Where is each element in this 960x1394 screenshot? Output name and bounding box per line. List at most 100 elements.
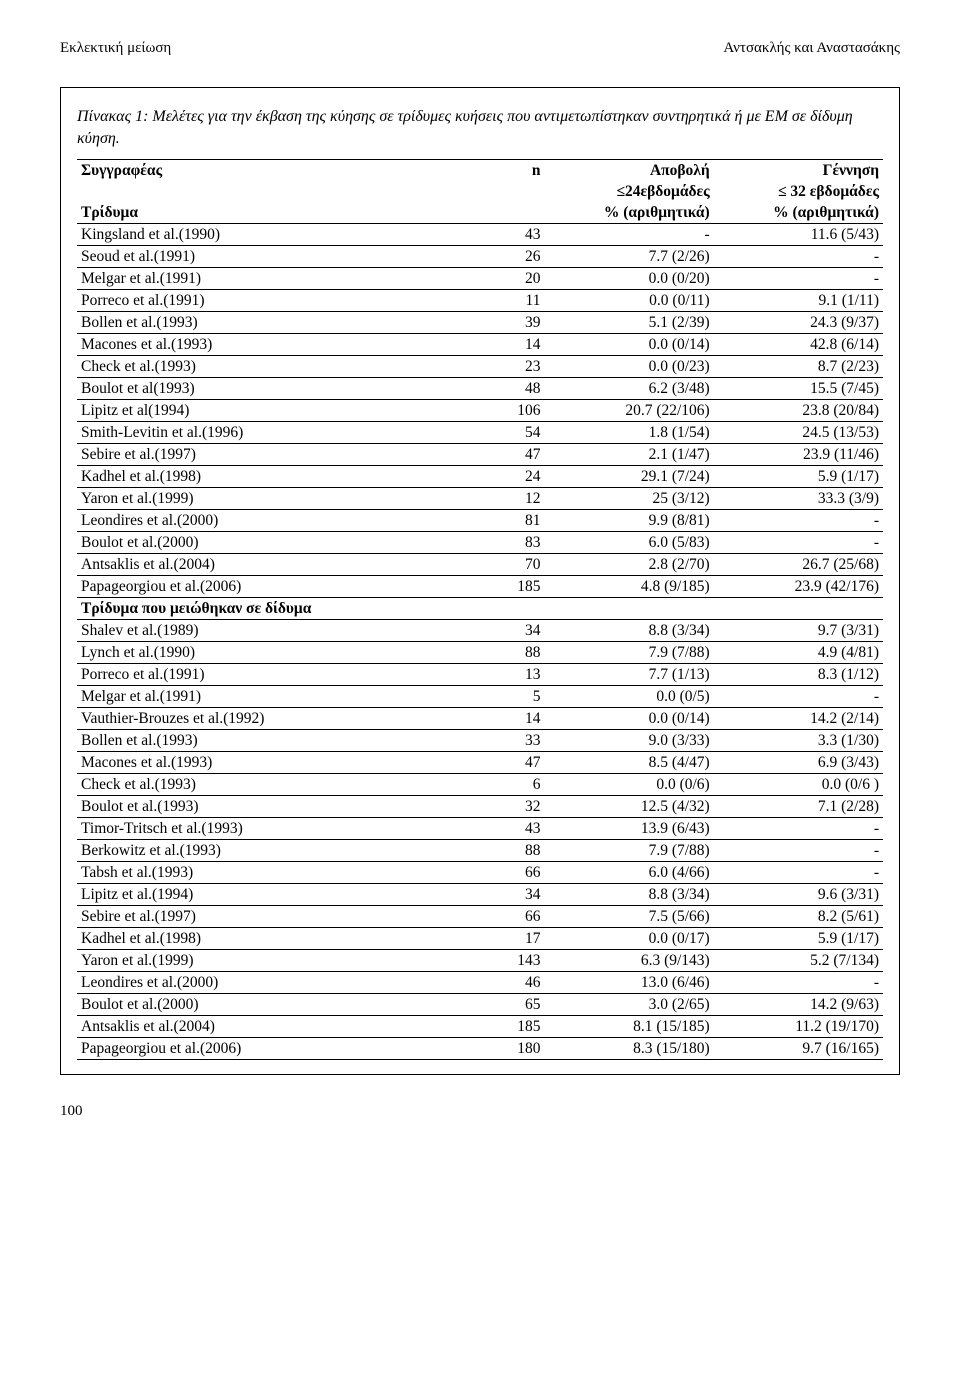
cell-birth: 4.9 (4/81) <box>714 642 883 664</box>
table-row: Timor-Tritsch et al.(1993)4313.9 (6/43)- <box>77 818 883 840</box>
table-row: Shalev et al.(1989)348.8 (3/34)9.7 (3/31… <box>77 620 883 642</box>
cell-author: Boulot et al.(1993) <box>77 796 464 818</box>
cell-author: Macones et al.(1993) <box>77 334 464 356</box>
cell-author: Melgar et al.(1991) <box>77 686 464 708</box>
cell-birth: 7.1 (2/28) <box>714 796 883 818</box>
header-col-a-unit: % (αριθμητικά) <box>544 202 713 224</box>
cell-abort: 0.0 (0/11) <box>544 290 713 312</box>
cell-birth: 26.7 (25/68) <box>714 554 883 576</box>
cell-n: 185 <box>464 576 545 598</box>
cell-abort: 9.0 (3/33) <box>544 730 713 752</box>
cell-abort: 12.5 (4/32) <box>544 796 713 818</box>
cell-birth: 9.7 (16/165) <box>714 1038 883 1060</box>
cell-abort: 8.8 (3/34) <box>544 884 713 906</box>
cell-n: 34 <box>464 620 545 642</box>
table-container: Πίνακας 1: Μελέτες για την έκβαση της κύ… <box>60 87 900 1075</box>
cell-abort: 4.8 (9/185) <box>544 576 713 598</box>
cell-birth: 5.2 (7/134) <box>714 950 883 972</box>
cell-abort: 2.1 (1/47) <box>544 444 713 466</box>
cell-birth: 11.6 (5/43) <box>714 224 883 246</box>
header-row-3: Τρίδυμα % (αριθμητικά) % (αριθμητικά) <box>77 202 883 224</box>
cell-abort: 20.7 (22/106) <box>544 400 713 422</box>
table-row: Tabsh et al.(1993)666.0 (4/66)- <box>77 862 883 884</box>
cell-abort: 6.0 (4/66) <box>544 862 713 884</box>
cell-n: 43 <box>464 818 545 840</box>
cell-abort: 8.3 (15/180) <box>544 1038 713 1060</box>
cell-n: 143 <box>464 950 545 972</box>
cell-author: Lynch et al.(1990) <box>77 642 464 664</box>
cell-abort: 8.1 (15/185) <box>544 1016 713 1038</box>
cell-author: Yaron et al.(1999) <box>77 950 464 972</box>
cell-birth: 14.2 (9/63) <box>714 994 883 1016</box>
cell-abort: 7.9 (7/88) <box>544 840 713 862</box>
cell-author: Leondires et al.(2000) <box>77 510 464 532</box>
cell-birth: 9.6 (3/31) <box>714 884 883 906</box>
header-section-label: Τρίδυμα <box>77 202 464 224</box>
running-head: Εκλεκτική μείωση Αντσακλής και Αναστασάκ… <box>60 40 900 57</box>
cell-abort: 6.2 (3/48) <box>544 378 713 400</box>
cell-n: 43 <box>464 224 545 246</box>
table-row: Yaron et al.(1999)1436.3 (9/143)5.2 (7/1… <box>77 950 883 972</box>
cell-n: 14 <box>464 708 545 730</box>
table-row: Kadhel et al.(1998)170.0 (0/17)5.9 (1/17… <box>77 928 883 950</box>
cell-birth: 8.7 (2/23) <box>714 356 883 378</box>
cell-n: 20 <box>464 268 545 290</box>
cell-birth: 15.5 (7/45) <box>714 378 883 400</box>
cell-n: 33 <box>464 730 545 752</box>
cell-abort: 2.8 (2/70) <box>544 554 713 576</box>
cell-birth: 24.5 (13/53) <box>714 422 883 444</box>
cell-n: 39 <box>464 312 545 334</box>
cell-author: Tabsh et al.(1993) <box>77 862 464 884</box>
cell-author: Seoud et al.(1991) <box>77 246 464 268</box>
cell-abort: 0.0 (0/6) <box>544 774 713 796</box>
table-row: Boulot et al.(2000)653.0 (2/65)14.2 (9/6… <box>77 994 883 1016</box>
table-row: Kadhel et al.(1998)2429.1 (7/24)5.9 (1/1… <box>77 466 883 488</box>
cell-author: Porreco et al.(1991) <box>77 290 464 312</box>
cell-author: Shalev et al.(1989) <box>77 620 464 642</box>
cell-birth: - <box>714 818 883 840</box>
cell-n: 17 <box>464 928 545 950</box>
cell-birth: 14.2 (2/14) <box>714 708 883 730</box>
table-row: Lipitz et al(1994)10620.7 (22/106)23.8 (… <box>77 400 883 422</box>
table-row: Boulot et al(1993)486.2 (3/48)15.5 (7/45… <box>77 378 883 400</box>
cell-author: Boulot et al.(2000) <box>77 994 464 1016</box>
header-row-2: ≤24εβδομάδες ≤ 32 εβδομάδες <box>77 181 883 202</box>
cell-n: 81 <box>464 510 545 532</box>
page: Εκλεκτική μείωση Αντσακλής και Αναστασάκ… <box>0 0 960 1160</box>
cell-abort: 13.0 (6/46) <box>544 972 713 994</box>
table-row: Vauthier-Brouzes et al.(1992)140.0 (0/14… <box>77 708 883 730</box>
cell-abort: 13.9 (6/43) <box>544 818 713 840</box>
cell-birth: 0.0 (0/6 ) <box>714 774 883 796</box>
cell-birth: - <box>714 532 883 554</box>
cell-author: Boulot et al(1993) <box>77 378 464 400</box>
running-head-right: Αντσακλής και Αναστασάκης <box>723 40 900 57</box>
cell-author: Sebire et al.(1997) <box>77 444 464 466</box>
table-row: Boulot et al.(1993)3212.5 (4/32)7.1 (2/2… <box>77 796 883 818</box>
cell-author: Antsaklis et al.(2004) <box>77 1016 464 1038</box>
table-row: Boulot et al.(2000)836.0 (5/83)- <box>77 532 883 554</box>
table-row: Bollen et al.(1993)395.1 (2/39)24.3 (9/3… <box>77 312 883 334</box>
header-col-a-sub: ≤24εβδομάδες <box>544 181 713 202</box>
cell-birth: 42.8 (6/14) <box>714 334 883 356</box>
table-row: Sebire et al.(1997)667.5 (5/66)8.2 (5/61… <box>77 906 883 928</box>
cell-birth: - <box>714 862 883 884</box>
cell-abort: 6.0 (5/83) <box>544 532 713 554</box>
header-col-b-unit: % (αριθμητικά) <box>714 202 883 224</box>
cell-author: Papageorgiou et al.(2006) <box>77 576 464 598</box>
cell-author: Kadhel et al.(1998) <box>77 928 464 950</box>
cell-author: Check et al.(1993) <box>77 356 464 378</box>
cell-abort: 6.3 (9/143) <box>544 950 713 972</box>
table-row: Leondires et al.(2000)819.9 (8/81)- <box>77 510 883 532</box>
cell-author: Yaron et al.(1999) <box>77 488 464 510</box>
cell-abort: 5.1 (2/39) <box>544 312 713 334</box>
cell-birth: 9.1 (1/11) <box>714 290 883 312</box>
cell-birth: - <box>714 840 883 862</box>
table-row: Berkowitz et al.(1993)887.9 (7/88)- <box>77 840 883 862</box>
cell-author: Kadhel et al.(1998) <box>77 466 464 488</box>
cell-abort: 29.1 (7/24) <box>544 466 713 488</box>
cell-abort: 7.9 (7/88) <box>544 642 713 664</box>
cell-n: 34 <box>464 884 545 906</box>
running-head-left: Εκλεκτική μείωση <box>60 40 171 57</box>
cell-n: 70 <box>464 554 545 576</box>
cell-abort: 7.7 (1/13) <box>544 664 713 686</box>
